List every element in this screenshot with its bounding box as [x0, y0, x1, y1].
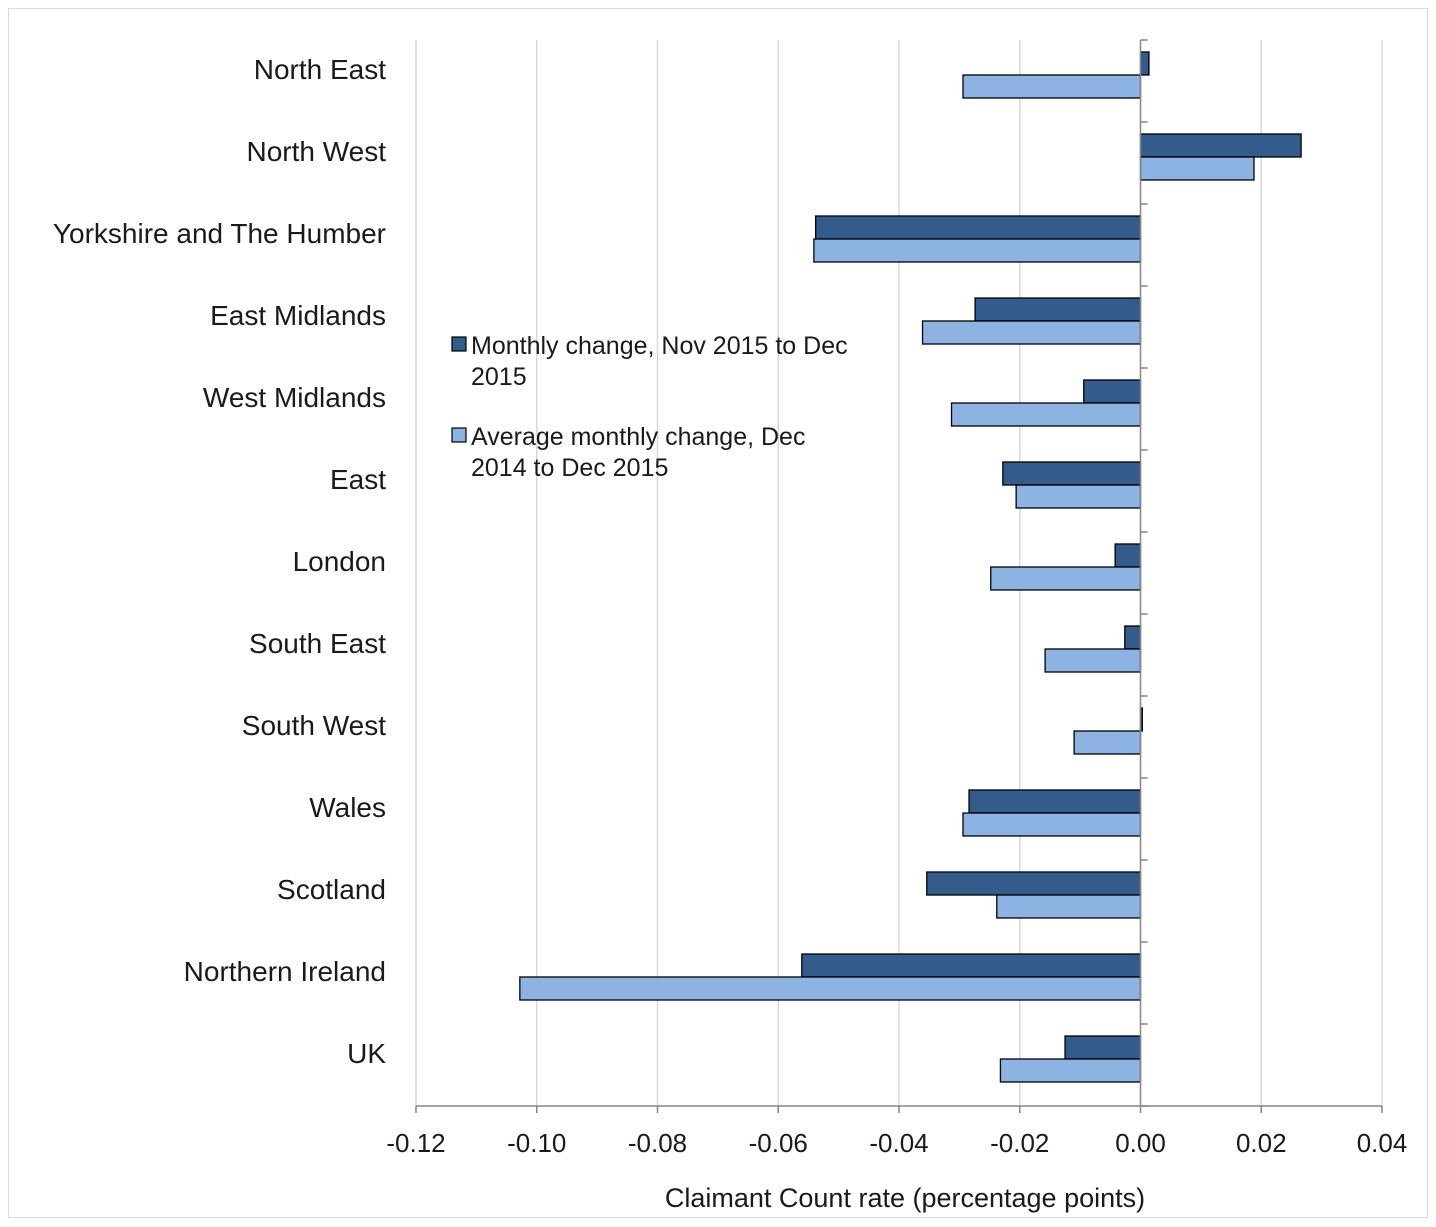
category-label: Northern Ireland: [184, 956, 386, 987]
legend-label: 2015: [471, 363, 527, 391]
bar-monthly-change: [815, 215, 1142, 240]
category-label: UK: [347, 1038, 386, 1069]
bar-monthly-change: [1002, 461, 1142, 486]
category-label: South West: [242, 710, 386, 741]
legend: Monthly change, Nov 2015 to Dec 2015 Avera…: [451, 332, 848, 482]
x-tick-label: -0.10: [507, 1128, 566, 1158]
category-label: East Midlands: [210, 300, 386, 331]
x-tick-label: -0.04: [869, 1128, 928, 1158]
bar-average-monthly-change: [519, 976, 1142, 1001]
x-tick-label: -0.02: [990, 1128, 1049, 1158]
legend-swatch: [451, 427, 467, 443]
x-tick-label: -0.08: [628, 1128, 687, 1158]
x-tick-label: -0.06: [749, 1128, 808, 1158]
gridlines: [415, 40, 1383, 1106]
bar-average-monthly-change: [950, 402, 1142, 427]
axes: [415, 39, 1383, 1113]
legend-swatch: [451, 336, 467, 352]
bar-average-monthly-change: [962, 74, 1142, 99]
chart-frame: [8, 8, 1428, 1218]
category-label: London: [293, 546, 386, 577]
bar-monthly-change: [1064, 1035, 1142, 1060]
bar-monthly-change: [968, 789, 1142, 814]
category-label: North West: [246, 136, 386, 167]
category-label: Wales: [309, 792, 386, 823]
x-tick-label: 0.04: [1357, 1128, 1408, 1158]
bar-average-monthly-change: [1044, 648, 1142, 673]
category-label: South East: [249, 628, 386, 659]
bar-average-monthly-change: [990, 566, 1142, 591]
bars: [519, 51, 1302, 1083]
category-label: West Midlands: [203, 382, 386, 413]
legend-label: Monthly change, Nov 2015 to Dec: [471, 332, 848, 360]
category-label: North East: [254, 54, 386, 85]
x-axis-title: Claimant Count rate (percentage points): [665, 1183, 1145, 1213]
bar-average-monthly-change: [962, 812, 1142, 837]
bar-monthly-change: [1114, 543, 1142, 568]
bar-monthly-change: [1139, 133, 1302, 158]
bar-monthly-change: [1139, 51, 1150, 76]
bar-average-monthly-change: [813, 238, 1142, 263]
bar-monthly-change: [1124, 625, 1142, 650]
category-label: Scotland: [277, 874, 386, 905]
x-tick-label: 0.02: [1236, 1128, 1287, 1158]
bar-monthly-change: [1083, 379, 1142, 404]
x-tick-label: 0.00: [1115, 1128, 1166, 1158]
x-tick-labels: -0.12 -0.10 -0.08 -0.06 -0.04 -0.02 0.00 0.02 0.…: [386, 1128, 1407, 1158]
bar-average-monthly-change: [999, 1058, 1142, 1083]
bar-average-monthly-change: [1073, 730, 1142, 755]
x-tick-label: -0.12: [386, 1128, 445, 1158]
bar-monthly-change: [801, 953, 1142, 978]
legend-label: 2014 to Dec 2015: [471, 454, 668, 482]
bar-average-monthly-change: [996, 894, 1142, 919]
bar-average-monthly-change: [921, 320, 1142, 345]
category-label: Yorkshire and The Humber: [53, 218, 386, 249]
legend-label: Average monthly change, Dec: [471, 423, 805, 451]
bar-monthly-change: [974, 297, 1142, 322]
bar-monthly-change: [926, 871, 1142, 896]
category-label: East: [330, 464, 386, 495]
category-labels: North East North West Yorkshire and The Hu…: [53, 54, 386, 1069]
bar-average-monthly-change: [1139, 156, 1255, 181]
bar-average-monthly-change: [1015, 484, 1142, 509]
